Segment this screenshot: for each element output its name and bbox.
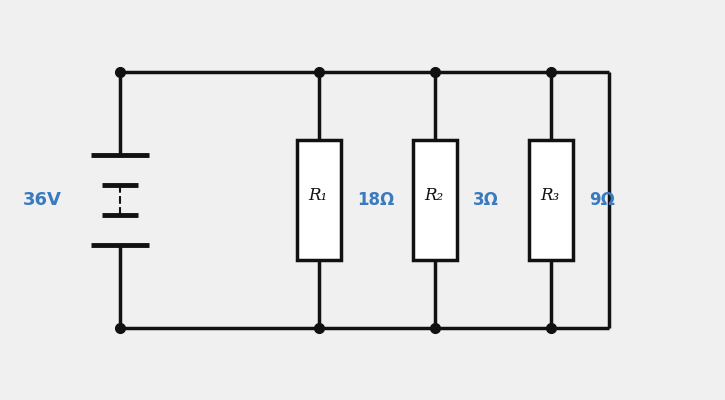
Bar: [413, 140, 457, 260]
Text: R₁: R₁: [308, 188, 327, 204]
Text: 3Ω: 3Ω: [473, 191, 499, 209]
Text: 9Ω: 9Ω: [589, 191, 615, 209]
Text: 36V: 36V: [22, 191, 62, 209]
Text: R₂: R₂: [424, 188, 443, 204]
Text: R₃: R₃: [540, 188, 559, 204]
Text: 18Ω: 18Ω: [357, 191, 394, 209]
Bar: [297, 140, 341, 260]
Bar: [529, 140, 573, 260]
